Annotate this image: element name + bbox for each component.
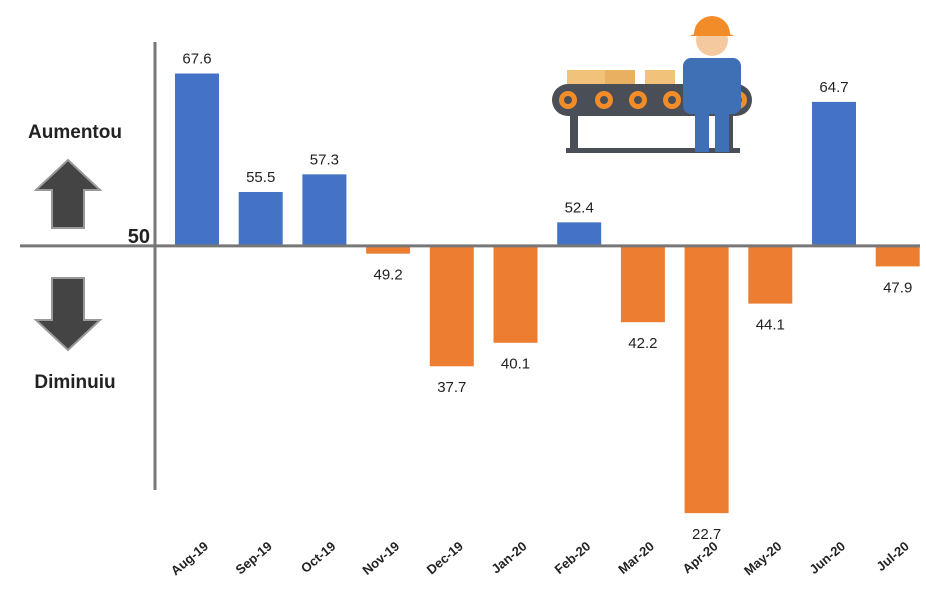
x-tick-label: Oct-19 bbox=[298, 538, 339, 576]
x-tick-label: Apr-20 bbox=[680, 538, 721, 576]
data-label: 40.1 bbox=[501, 356, 530, 373]
x-tick-label: Mar-20 bbox=[615, 538, 657, 576]
x-tick-label: May-20 bbox=[741, 538, 784, 578]
bar bbox=[684, 245, 729, 514]
data-label: 55.5 bbox=[246, 169, 275, 186]
bar bbox=[238, 191, 283, 246]
bar bbox=[493, 245, 538, 343]
bar bbox=[175, 73, 219, 246]
data-label: 67.6 bbox=[182, 50, 211, 67]
bar bbox=[302, 174, 347, 246]
data-label: 42.2 bbox=[628, 335, 657, 352]
data-label: 57.3 bbox=[310, 151, 339, 168]
down-arrow bbox=[33, 277, 103, 352]
x-tick-label: Aug-19 bbox=[168, 538, 211, 578]
data-label: 22.7 bbox=[692, 526, 721, 543]
bar bbox=[620, 245, 665, 323]
data-label: 64.7 bbox=[819, 79, 848, 96]
bar bbox=[429, 245, 474, 367]
illustration bbox=[552, 16, 752, 153]
bar bbox=[875, 245, 920, 267]
data-label: 52.4 bbox=[565, 199, 594, 216]
data-label: 49.2 bbox=[373, 267, 402, 284]
x-tick-label: Jan-20 bbox=[488, 538, 529, 576]
up-label: Aumentou bbox=[28, 122, 122, 143]
data-label: 47.9 bbox=[883, 279, 912, 296]
x-tick-label: Dec-19 bbox=[424, 538, 466, 577]
down-label: Diminuiu bbox=[34, 372, 115, 393]
bar bbox=[812, 101, 856, 246]
x-tick-label: Feb-20 bbox=[552, 538, 594, 576]
x-tick-label: Jun-20 bbox=[806, 538, 848, 576]
x-tick-label: Jul-20 bbox=[873, 538, 911, 574]
x-tick-label: Nov-19 bbox=[359, 538, 402, 577]
data-label: 37.7 bbox=[437, 379, 466, 396]
baseline-label: 50 bbox=[128, 226, 150, 248]
bar bbox=[748, 245, 793, 304]
bar bbox=[557, 222, 602, 246]
up-arrow bbox=[33, 158, 103, 229]
x-tick-label: Sep-19 bbox=[233, 538, 275, 577]
data-label: 44.1 bbox=[756, 317, 785, 334]
bar bbox=[366, 245, 411, 254]
